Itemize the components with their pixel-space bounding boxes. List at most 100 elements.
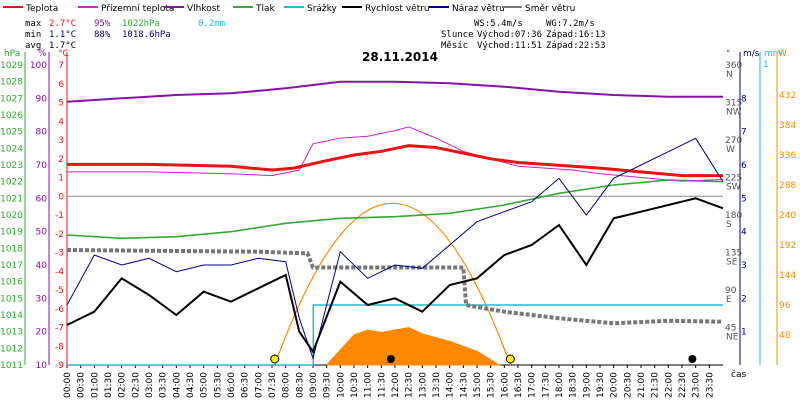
series-wind-gust: [66, 137, 724, 361]
ytick-hpa: 1022: [0, 178, 23, 188]
xtick-label: 06:30: [241, 372, 251, 398]
series-pressure: [66, 179, 724, 240]
series-temperature: [67, 144, 723, 178]
info-moon-set: Západ:22:53: [546, 41, 606, 51]
legend: Teplota Přízemní teplota Vlhkost Tlak Sr…: [3, 4, 575, 14]
ytick-deg: 270: [725, 136, 742, 146]
xtick-label: 04:30: [186, 372, 196, 398]
stats-block: max 2.7°C 95% 1022hPa 0.2mm min 1.1°C 88…: [25, 19, 225, 51]
info-sun-rise: Východ:07:36: [477, 30, 542, 40]
marker-moonset: [688, 355, 697, 363]
ytick-dir: SE: [726, 258, 738, 268]
ytick-pct: 90: [36, 94, 48, 104]
axes-layer: 1029102810271026102510241023102210211020…: [0, 52, 796, 398]
stats-min-temp: 1.1°C: [49, 30, 76, 40]
xtick-label: 03:00: [145, 372, 155, 398]
ytick-ms: 5: [741, 194, 747, 204]
xtick-label: 13:30: [432, 372, 442, 398]
series-wind-dir: [66, 248, 724, 326]
marker-moonrise: [386, 355, 395, 363]
ytick-hpa: 1024: [0, 144, 23, 154]
ytick-hpa: 1014: [0, 311, 23, 321]
xtick-label: 16:30: [514, 372, 524, 398]
ytick-dir: NE: [726, 333, 739, 343]
ytick-dir: W: [726, 145, 735, 155]
stats-max-press: 1022hPa: [122, 19, 160, 29]
xtick-label: 01:30: [104, 372, 114, 398]
stats-max-rain: 0.2mm: [198, 19, 225, 29]
xtick-label: 19:00: [582, 372, 592, 398]
xtick-label: 17:30: [541, 372, 551, 398]
xtick-label: 20:30: [623, 372, 633, 398]
ytick-ms: 6: [741, 161, 747, 171]
ytick-pct: 100: [30, 61, 47, 71]
ytick-hpa: 1015: [0, 294, 23, 304]
xtick-label: 19:30: [596, 372, 606, 398]
xtick-label: 06:00: [227, 372, 237, 398]
xtick-label: 22:30: [678, 372, 688, 398]
xtick-label: 13:00: [418, 372, 428, 398]
legend-label-teplota: Teplota: [25, 4, 58, 14]
xtick-label: 15:30: [487, 372, 497, 398]
legend-label-prizemni: Přízemní teplota: [101, 4, 174, 14]
unit-time: čas: [731, 369, 746, 380]
series-solar: [326, 326, 501, 366]
stats-max-temp: 2.7°C: [49, 19, 76, 29]
ytick-pct: 70: [36, 161, 48, 171]
ytick-celsius: 4: [58, 117, 64, 127]
xtick-label: 16:00: [500, 372, 510, 398]
stats-min-press: 1018.6hPa: [122, 30, 171, 40]
ytick-celsius: 1: [58, 174, 64, 184]
ytick-w: 288: [779, 181, 796, 191]
xtick-label: 15:00: [473, 372, 483, 398]
stats-min-hum: 88%: [94, 30, 111, 40]
ytick-deg: 45: [725, 324, 736, 334]
xtick-label: 10:00: [336, 372, 346, 398]
legend-label-naraz: Náraz větru: [452, 4, 505, 14]
ytick-pct: 60: [36, 194, 48, 204]
xtick-label: 11:30: [377, 372, 387, 398]
info-moon-rise: Východ:11:51: [477, 41, 542, 51]
ytick-dir: NW: [726, 108, 742, 118]
ytick-dir: E: [726, 295, 732, 305]
ytick-celsius: 2: [58, 155, 64, 165]
xtick-label: 03:30: [159, 372, 169, 398]
ytick-deg: 225: [725, 174, 742, 184]
info-ws: WS:5.4m/s: [474, 19, 523, 29]
legend-label-smer: Směr větru: [525, 4, 575, 14]
ytick-pct: 30: [36, 294, 48, 304]
ytick-w: 144: [779, 271, 796, 281]
xtick-label: 18:30: [569, 372, 579, 398]
unit-hpa: hPa: [4, 49, 20, 59]
ytick-ms: 4: [741, 228, 747, 238]
xtick-label: 08:30: [295, 372, 305, 398]
xtick-label: 21:00: [637, 372, 647, 398]
ytick-hpa: 1021: [0, 194, 23, 204]
legend-label-tlak: Tlak: [255, 4, 276, 14]
ytick-w: 240: [779, 211, 796, 221]
xtick-label: 12:30: [405, 372, 415, 398]
ytick-celsius: -8: [55, 342, 64, 352]
ytick-ms: 8: [741, 94, 747, 104]
xtick-label: 11:00: [364, 372, 374, 398]
ytick-hpa: 1020: [0, 211, 23, 221]
ytick-w: 192: [779, 241, 796, 251]
stats-max-label: max: [25, 19, 42, 29]
xtick-label: 21:30: [651, 372, 661, 398]
unit-deg: °: [726, 49, 731, 59]
stats-max-hum: 95%: [94, 19, 111, 29]
xtick-label: 00:30: [77, 372, 87, 398]
xtick-label: 02:00: [118, 372, 128, 398]
ytick-celsius: -4: [55, 267, 64, 277]
ytick-w: 432: [779, 91, 796, 101]
ytick-deg: 90: [725, 286, 737, 296]
ytick-w: 96: [779, 301, 791, 311]
plot-layer: [66, 80, 724, 366]
ytick-hpa: 1028: [0, 78, 23, 88]
ytick-hpa: 1023: [0, 161, 23, 171]
ytick-celsius: -7: [55, 324, 64, 334]
xtick-label: 12:00: [391, 372, 401, 398]
info-wg: WG:7.2m/s: [546, 19, 595, 29]
xtick-label: 18:00: [555, 372, 565, 398]
ytick-ms: 2: [741, 294, 747, 304]
